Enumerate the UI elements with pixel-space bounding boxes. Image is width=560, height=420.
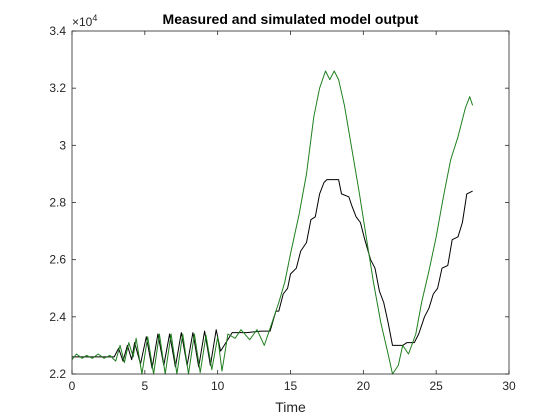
y-tick-label: 3 [59,138,66,152]
series-line-2 [71,70,474,375]
plot-area [72,31,509,374]
x-tick-label: 5 [141,379,148,393]
x-axis-label: Time [275,399,306,415]
x-tick-label: 20 [357,379,371,393]
y-tick-label: 2.2 [49,367,66,381]
y-tick-label: 2.8 [49,196,66,210]
chart-title: Measured and simulated model output [163,11,419,27]
y-axis-exponent: ×104 [72,13,97,29]
y-exponent-base: ×10 [72,15,93,29]
series-layer [71,70,474,375]
x-tick-label: 30 [502,379,516,393]
x-tick-label: 15 [284,379,298,393]
x-tick-label: 0 [69,379,76,393]
tick-layer: 0 5 10 15 20 25 30 2.2 2.4 2.6 2.8 3 3.2 3.4 [49,24,516,393]
series-line-1 [72,179,473,369]
y-tick-label: 3.2 [49,81,66,95]
y-exponent-power: 4 [92,13,97,23]
y-tick-label: 2.4 [49,310,66,324]
y-tick-label: 2.6 [49,253,66,267]
y-tick-label: 3.4 [49,24,66,38]
x-tick-label: 10 [211,379,225,393]
x-tick-label: 25 [429,379,443,393]
